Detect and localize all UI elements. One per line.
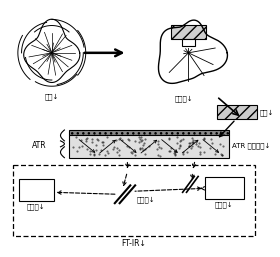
Bar: [13, 164, 255, 236]
Bar: [171, 25, 206, 39]
Text: ATR プリズム↓: ATR プリズム↓: [232, 142, 270, 149]
Text: 検出器↓: 検出器↓: [27, 203, 46, 210]
Text: 切片↓: 切片↓: [259, 109, 274, 116]
Text: 試料↓: 試料↓: [45, 93, 59, 100]
Bar: [69, 130, 229, 135]
Bar: [216, 105, 257, 119]
Bar: [69, 135, 229, 158]
Text: ATR: ATR: [32, 141, 47, 150]
Bar: [19, 179, 54, 201]
Text: ミラー↓: ミラー↓: [137, 196, 156, 203]
Text: FT-IR↓: FT-IR↓: [122, 239, 147, 248]
Bar: [182, 39, 195, 46]
Text: 最外葉↓: 最外葉↓: [174, 95, 193, 102]
Text: 干渉計↓: 干渉計↓: [215, 201, 234, 208]
Bar: [205, 178, 244, 199]
